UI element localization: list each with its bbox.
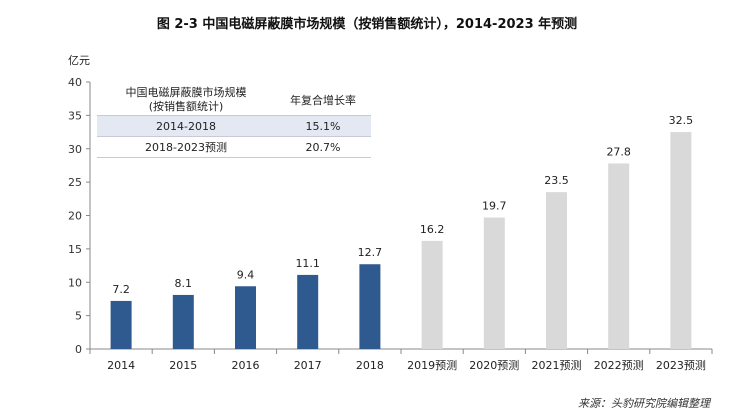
cagr-table: 中国电磁屏蔽膜市场规模 (按销售额统计) 年复合增长率 2014-2018 15…: [97, 85, 371, 158]
cagr-table-header-market: 中国电磁屏蔽膜市场规模 (按销售额统计): [97, 85, 275, 116]
bar-value-label: 11.1: [295, 257, 320, 270]
x-category-label: 2023预测: [656, 359, 706, 372]
x-category-label: 2019预测: [407, 359, 457, 372]
cagr-table-row: 2014-2018 15.1%: [97, 115, 371, 137]
y-tick-label: 40: [68, 76, 82, 89]
y-tick-label: 35: [68, 109, 82, 122]
bar-2023预测: [670, 132, 692, 349]
y-tick-label: 25: [68, 176, 82, 189]
chart-bars: [110, 132, 692, 349]
chart-title: 图 2-3 中国电磁屏蔽膜市场规模（按销售额统计），2014-2023 年预测: [156, 17, 578, 32]
cagr-table-row: 2018-2023预测 20.7%: [97, 136, 371, 158]
x-category-label: 2020预测: [469, 359, 519, 372]
y-tick-label: 30: [68, 143, 82, 156]
x-category-label: 2021预测: [532, 359, 582, 372]
y-tick-label: 0: [75, 343, 82, 356]
cagr-period: 2018-2023预测: [97, 136, 275, 158]
bar-value-label: 9.4: [237, 268, 255, 281]
x-category-label: 2018: [356, 359, 384, 372]
bar-value-label: 19.7: [482, 200, 507, 213]
cagr-value: 20.7%: [275, 136, 371, 158]
y-tick-label: 10: [68, 276, 82, 289]
cagr-value: 15.1%: [275, 115, 371, 137]
y-tick-label: 15: [68, 243, 82, 256]
bar-2019预测: [421, 240, 443, 349]
bar-value-label: 27.8: [606, 145, 631, 158]
cagr-table-header-rate: 年复合增长率: [290, 94, 356, 107]
bar-value-label: 7.2: [112, 283, 130, 296]
x-category-label: 2014: [107, 359, 135, 372]
chart-labels: 7.2 2014 8.1 2015 9.4 2016 11.1 2017 12.7 2018 16.…: [107, 114, 706, 372]
bar-2022预测: [608, 163, 630, 349]
cagr-header-line2: (按销售额统计): [148, 100, 224, 113]
bar-2021预测: [546, 192, 567, 349]
bar-2014: [110, 300, 132, 349]
bar-2016: [235, 286, 256, 349]
x-category-label: 2015: [169, 359, 197, 372]
x-category-label: 2022预测: [594, 359, 644, 372]
y-axis-unit-label: 亿元: [68, 54, 90, 67]
cagr-table-header: 中国电磁屏蔽膜市场规模 (按销售额统计) 年复合增长率: [97, 85, 371, 116]
bar-2018: [359, 264, 381, 349]
cagr-period: 2014-2018: [97, 115, 275, 137]
bar-value-label: 32.5: [669, 114, 694, 127]
bar-value-label: 12.7: [358, 246, 383, 259]
x-category-label: 2016: [232, 359, 260, 372]
x-category-label: 2017: [294, 359, 322, 372]
bar-2017: [297, 274, 319, 349]
bar-2015: [172, 294, 194, 349]
cagr-header-line1: 中国电磁屏蔽膜市场规模: [125, 86, 247, 99]
source-note: 来源：头豹研究院编辑整理: [578, 397, 710, 410]
bar-value-label: 8.1: [175, 277, 193, 290]
y-tick-label: 20: [68, 210, 82, 223]
y-tick-label: 5: [75, 310, 82, 323]
chart-axes: 0 5 10 15 20 25 30 35 40 亿元: [68, 54, 713, 356]
bar-value-label: 23.5: [544, 174, 569, 187]
bar-2020预测: [483, 217, 505, 349]
bar-value-label: 16.2: [420, 223, 445, 236]
